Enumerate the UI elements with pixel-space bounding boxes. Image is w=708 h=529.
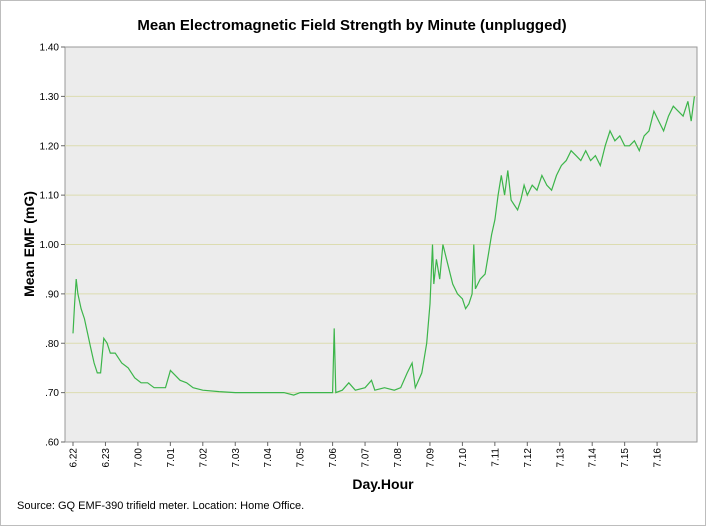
x-tick-label: 7.16 bbox=[653, 448, 664, 468]
x-tick-label: 7.00 bbox=[133, 448, 144, 468]
y-tick-label: .80 bbox=[45, 339, 59, 350]
x-tick-label: 7.04 bbox=[263, 448, 274, 468]
x-tick-label: 7.05 bbox=[296, 448, 307, 468]
x-tick-label: 7.10 bbox=[458, 448, 469, 468]
x-tick-label: 7.11 bbox=[490, 448, 501, 467]
x-tick-label: 7.14 bbox=[588, 448, 599, 468]
x-tick-label: 7.15 bbox=[620, 448, 631, 468]
x-tick-label: 7.07 bbox=[361, 448, 372, 468]
y-tick-label: .70 bbox=[45, 388, 59, 399]
y-tick-label: .90 bbox=[45, 289, 59, 300]
y-tick-label: 1.30 bbox=[40, 92, 60, 103]
y-axis-label: Mean EMF (mG) bbox=[21, 191, 37, 297]
y-tick-label: 1.40 bbox=[40, 43, 60, 54]
y-tick-label: 1.10 bbox=[40, 191, 60, 202]
x-tick-label: 7.13 bbox=[555, 448, 566, 468]
y-tick-label: .60 bbox=[45, 438, 59, 449]
x-tick-label: 7.09 bbox=[425, 448, 436, 468]
x-tick-label: 6.23 bbox=[101, 448, 112, 468]
y-axis-ticks: 1.40 1.30 1.20 1.10 1.00 .90 .80 .70 .60 bbox=[40, 43, 65, 449]
x-tick-label: 7.06 bbox=[328, 448, 339, 468]
gridlines bbox=[65, 95, 697, 394]
x-tick-label: 7.12 bbox=[523, 448, 534, 468]
x-axis-label: Day.Hour bbox=[352, 476, 414, 492]
x-tick-label: 7.08 bbox=[393, 448, 404, 468]
y-tick-label: 1.00 bbox=[40, 240, 60, 251]
series-line-mean-emf bbox=[72, 96, 695, 396]
source-note: Source: GQ EMF-390 trifield meter. Locat… bbox=[17, 500, 305, 512]
x-tick-label: 7.02 bbox=[198, 448, 209, 468]
x-axis-ticks: 6.22 6.23 7.00 7.01 7.02 7.03 7.04 7.05 7.06 7.07… bbox=[69, 442, 664, 467]
y-tick-label: 1.20 bbox=[40, 141, 60, 152]
x-tick-label: 7.01 bbox=[166, 448, 177, 468]
x-tick-label: 7.03 bbox=[231, 448, 242, 468]
x-tick-label: 6.22 bbox=[69, 448, 80, 468]
chart-title: Mean Electromagnetic Field Strength by M… bbox=[137, 17, 567, 34]
